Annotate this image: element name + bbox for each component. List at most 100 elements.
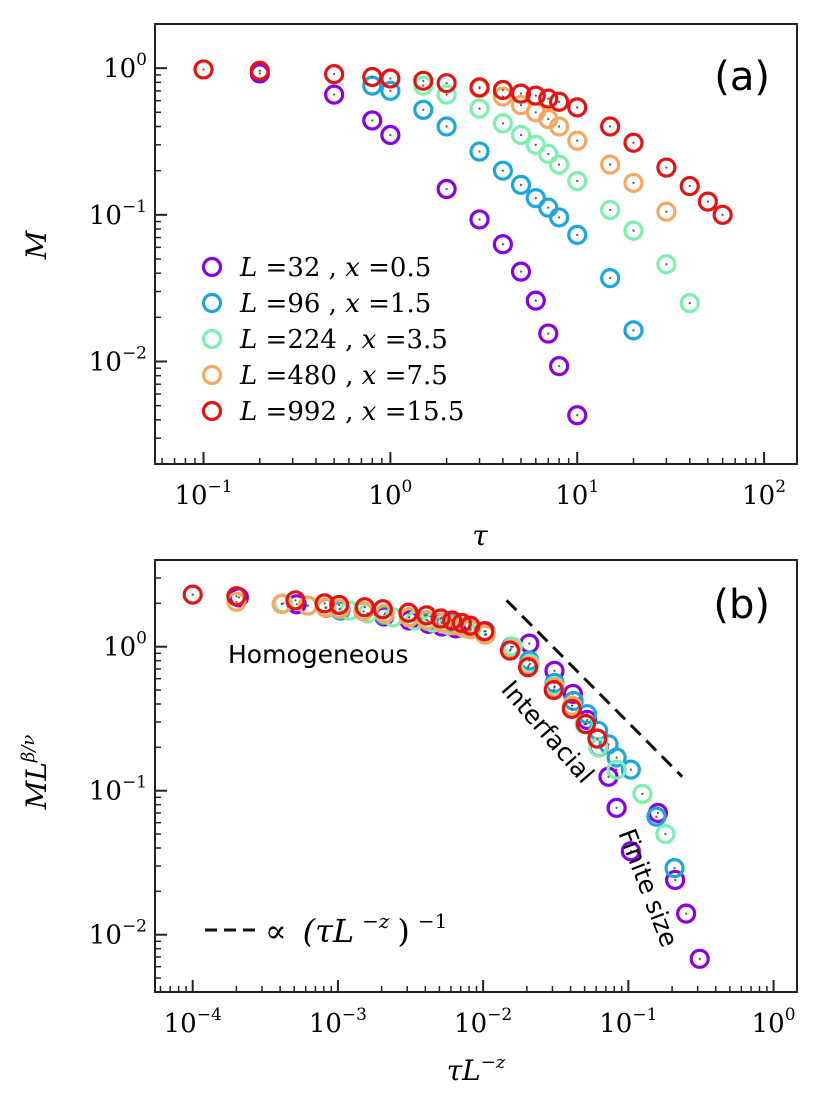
- error-bar-dot: [338, 603, 341, 607]
- data-point: [380, 68, 401, 89]
- error-bar-dot: [609, 163, 612, 166]
- error-bar-dot: [558, 365, 561, 368]
- data-point: [436, 84, 457, 105]
- data-point: [620, 759, 641, 780]
- error-bar-dot: [422, 108, 425, 111]
- error-bar-dot: [425, 614, 428, 617]
- data-point: [697, 191, 718, 212]
- error-bar-dot: [306, 604, 309, 607]
- data-point: [525, 188, 546, 209]
- data-point: [712, 204, 733, 225]
- data-point: [510, 124, 532, 146]
- error-bar-dot: [295, 603, 298, 606]
- data-point: [517, 657, 539, 678]
- error-bar-dot: [519, 103, 523, 107]
- error-bar-dot: [469, 624, 472, 627]
- data-point: [510, 261, 532, 282]
- data-point: [499, 640, 521, 661]
- error-bar-dot: [445, 93, 448, 96]
- error-bar-dot: [425, 619, 429, 622]
- error-bar-dot: [688, 302, 691, 305]
- data-point: [623, 320, 644, 341]
- error-bar-dot: [508, 649, 512, 652]
- legend-marker: [201, 292, 223, 314]
- panel-a: 10−1 100 101 102 100 10−1 10−2 (a) τ M L =32 ,…: [20, 23, 798, 552]
- error-bar-dot: [422, 84, 425, 87]
- data-point: [656, 157, 677, 178]
- guide-close: ): [397, 912, 409, 950]
- error-bar-dot: [558, 125, 561, 128]
- data-point: [416, 605, 437, 626]
- data-point: [549, 356, 570, 377]
- guide-exp: −z: [362, 909, 390, 933]
- error-bar-dot: [632, 181, 635, 185]
- panel-b-frame: [154, 559, 798, 993]
- error-bar-dot: [609, 208, 612, 212]
- error-bar-dot: [235, 600, 238, 603]
- error-bar-dot: [632, 329, 635, 332]
- panel-b-ticks: 10−4 10−3 10−2 10−1 100 100 10−1 10−2: [89, 577, 796, 1039]
- panel-b-xlabel: τL−z: [447, 1052, 506, 1087]
- data-point: [314, 593, 335, 614]
- legend-marker: [201, 256, 223, 278]
- error-bar-dot: [501, 88, 504, 92]
- data-point: [538, 143, 559, 165]
- x-tick-label: 100: [368, 477, 412, 511]
- error-bar-dot: [632, 229, 635, 232]
- error-bar-dot: [389, 89, 392, 92]
- data-point: [525, 290, 546, 311]
- data-point: [492, 113, 513, 134]
- data-point: [567, 130, 588, 151]
- error-bar-dot: [511, 645, 514, 648]
- guide-expr: (τL: [303, 912, 354, 950]
- error-bar-dot: [534, 197, 537, 200]
- error-bar-dot: [576, 179, 579, 183]
- data-point: [623, 172, 644, 194]
- x-tick-label: 10−1: [174, 477, 232, 511]
- error-bar-dot: [576, 139, 579, 142]
- data-point: [606, 797, 627, 818]
- data-point: [492, 234, 513, 255]
- data-point: [362, 110, 383, 131]
- data-point: [285, 590, 306, 611]
- error-bar-dot: [596, 737, 599, 740]
- error-bar-dot: [609, 277, 612, 280]
- panel-a-legend: L =32 , x =0.5 L =96 , x =1.5 L =224 , x =…: [201, 253, 464, 427]
- data-point: [679, 293, 700, 314]
- error-bar-dot: [609, 125, 612, 128]
- y-tick-label: 10−1: [89, 197, 147, 231]
- data-point: [474, 621, 495, 642]
- error-bar-dot: [527, 664, 530, 667]
- error-bar-dot: [338, 607, 341, 611]
- error-bar-dot: [552, 688, 555, 692]
- data-point: [549, 207, 570, 228]
- data-point: [442, 610, 463, 631]
- legend-entry: L =96 , x =1.5: [239, 289, 431, 319]
- error-bar-dot: [501, 243, 504, 246]
- y-tick-label: 100: [103, 50, 147, 84]
- data-point: [226, 586, 247, 607]
- data-point: [567, 405, 588, 426]
- error-bar-dot: [519, 183, 523, 186]
- data-point: [600, 199, 621, 221]
- data-point: [436, 116, 457, 137]
- error-bar-dot: [584, 723, 587, 726]
- data-point: [430, 608, 451, 629]
- error-bar-dot: [547, 206, 550, 209]
- error-bar-dot: [641, 792, 644, 796]
- data-point: [567, 224, 588, 245]
- panel-a-ylabel: M: [20, 229, 53, 260]
- x-tick-label: 10−3: [309, 1005, 367, 1039]
- error-bar-dot: [673, 867, 676, 870]
- data-point: [600, 116, 621, 137]
- error-bar-dot: [519, 92, 523, 95]
- guide-pow: −1: [418, 909, 447, 933]
- legend-entry: L =32 , x =0.5: [239, 253, 431, 283]
- data-point: [451, 612, 472, 634]
- legend-entry: L =480 , x =7.5: [239, 361, 448, 391]
- data-point: [606, 759, 627, 780]
- data-point: [413, 99, 434, 120]
- data-point: [632, 783, 653, 805]
- error-bar-dot: [478, 86, 481, 89]
